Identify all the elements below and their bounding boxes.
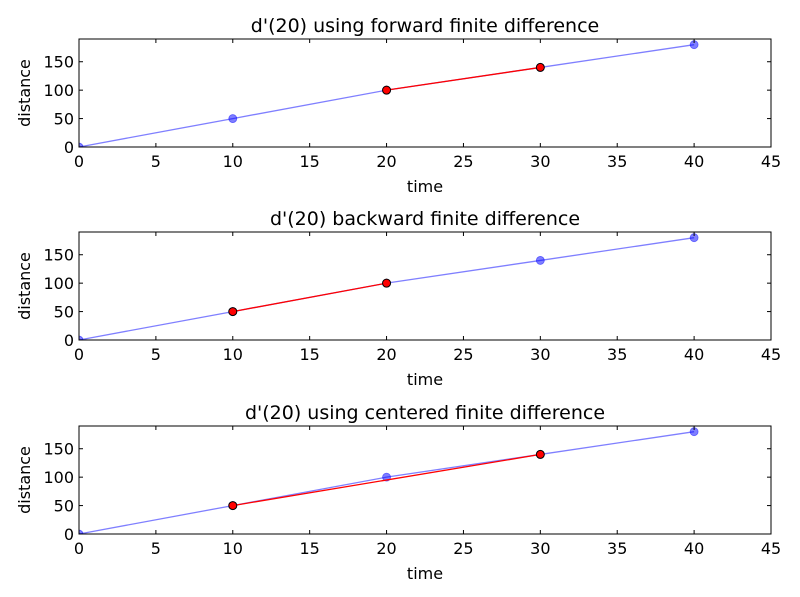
y-tick-label: 50 — [54, 497, 74, 516]
x-tick-label: 40 — [684, 152, 704, 171]
x-axis-label: time — [407, 177, 443, 196]
x-tick-label: 15 — [299, 152, 319, 171]
y-tick-label: 150 — [43, 440, 74, 459]
x-tick-label: 15 — [299, 539, 319, 558]
x-tick-label: 0 — [74, 345, 84, 364]
x-tick-label: 45 — [761, 152, 781, 171]
y-axis-label: distance — [15, 252, 34, 320]
x-tick-label: 10 — [223, 345, 243, 364]
x-tick-label: 10 — [223, 152, 243, 171]
axes-frame — [78, 425, 772, 535]
y-tick-label: 50 — [54, 110, 74, 129]
chart-title: d'(20) using centered finite difference — [245, 402, 605, 424]
y-tick-label: 100 — [43, 468, 74, 487]
x-tick-label: 35 — [607, 345, 627, 364]
chart-title: d'(20) using forward finite difference — [251, 15, 599, 37]
x-tick-label: 40 — [684, 539, 704, 558]
plot-area — [79, 427, 699, 534]
data-point — [535, 62, 545, 72]
y-tick-label: 100 — [43, 81, 74, 100]
series-line-2 — [232, 453, 541, 507]
y-tick-label: 0 — [64, 331, 74, 350]
subplot-1: d'(20) using forward finite difference 0 5… — [15, 15, 781, 196]
x-tick-label: 30 — [530, 539, 550, 558]
axes-frame — [78, 38, 772, 148]
y-tick-label: 50 — [54, 303, 74, 322]
y-tick-label: 150 — [43, 53, 74, 72]
data-point — [382, 278, 392, 288]
plot-area — [79, 40, 699, 147]
series-line-1 — [79, 44, 695, 147]
x-tick-label: 0 — [74, 152, 84, 171]
x-tick-label: 5 — [151, 345, 161, 364]
x-tick-label: 15 — [299, 345, 319, 364]
x-tick-label: 35 — [607, 152, 627, 171]
x-tick-label: 20 — [376, 539, 396, 558]
data-point — [535, 256, 545, 265]
x-tick-label: 20 — [376, 345, 396, 364]
x-tick-label: 45 — [761, 539, 781, 558]
data-point — [228, 307, 238, 317]
subplot-2: d'(20) backward finite difference 0 5 10 15 2… — [15, 208, 781, 389]
x-tick-label: 5 — [151, 152, 161, 171]
x-tick-label: 40 — [684, 345, 704, 364]
subplot-3: d'(20) using centered finite difference 0… — [15, 402, 781, 583]
x-tick-label: 30 — [530, 152, 550, 171]
plot-area — [79, 233, 699, 340]
x-axis-label: time — [407, 370, 443, 389]
series-line-1 — [79, 237, 695, 340]
y-tick-label: 0 — [64, 525, 74, 544]
x-tick-label: 25 — [453, 152, 473, 171]
x-tick-label: 20 — [376, 152, 396, 171]
data-point — [79, 529, 84, 534]
x-tick-label: 35 — [607, 539, 627, 558]
x-tick-label: 5 — [151, 539, 161, 558]
y-tick-label: 150 — [43, 246, 74, 265]
x-tick-label: 30 — [530, 345, 550, 364]
axes-frame — [78, 231, 772, 341]
x-tick-label: 10 — [223, 539, 243, 558]
data-point — [228, 501, 238, 511]
y-axis-label: distance — [15, 446, 34, 514]
data-point — [79, 335, 84, 340]
y-tick-label: 0 — [64, 138, 74, 157]
data-point — [79, 142, 84, 147]
x-tick-label: 0 — [74, 539, 84, 558]
data-point — [535, 449, 545, 459]
x-axis-label: time — [407, 564, 443, 583]
x-tick-label: 45 — [761, 345, 781, 364]
x-tick-label: 25 — [453, 345, 473, 364]
y-axis-label: distance — [15, 59, 34, 127]
y-tick-label: 100 — [43, 274, 74, 293]
x-tick-label: 25 — [453, 539, 473, 558]
series-line-1 — [79, 431, 695, 534]
series-line-2 — [232, 282, 387, 313]
data-point — [228, 114, 238, 123]
chart-title: d'(20) backward finite difference — [270, 208, 580, 230]
series-line-2 — [386, 66, 541, 91]
data-point — [382, 85, 392, 95]
